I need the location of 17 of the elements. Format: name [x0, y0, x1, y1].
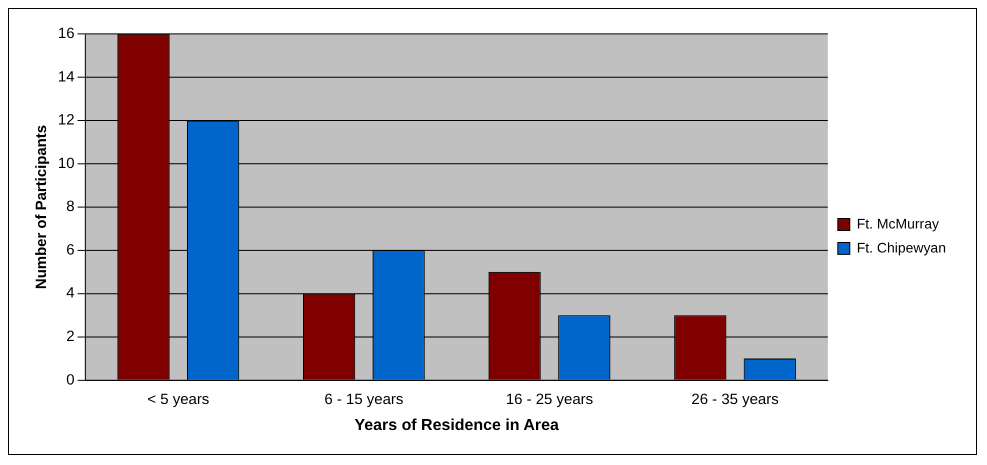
- x-tick-label: < 5 years: [147, 391, 210, 408]
- y-tick-label: 0: [66, 371, 75, 388]
- x-tick-label: 6 - 15 years: [324, 391, 404, 408]
- x-axis-title: Years of Residence in Area: [354, 416, 559, 434]
- y-tick-label: 2: [66, 328, 75, 345]
- y-tick-label: 14: [58, 68, 75, 86]
- y-tick-label: 4: [66, 284, 75, 302]
- legend-label: Ft. McMurray: [856, 215, 939, 232]
- x-tick-label: 26 - 35 years: [691, 391, 779, 408]
- y-tick-label: 10: [58, 154, 75, 172]
- legend-label: Ft. Chipewyan: [856, 239, 946, 256]
- x-tick-label: 16 - 25 years: [506, 391, 594, 408]
- y-tick-label: 6: [66, 241, 75, 258]
- y-tick-label: 12: [58, 112, 75, 129]
- y-axis-title: Number of Participants: [33, 124, 50, 290]
- y-tick-label: 16: [58, 25, 75, 42]
- y-tick-label: 8: [66, 198, 75, 216]
